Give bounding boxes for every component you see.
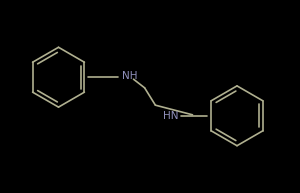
Text: HN: HN: [163, 111, 178, 121]
Text: NH: NH: [122, 71, 137, 81]
